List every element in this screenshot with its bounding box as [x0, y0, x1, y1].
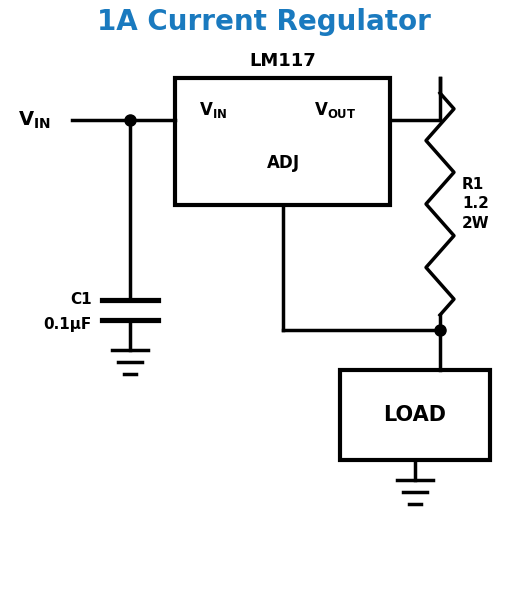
- Text: C1: C1: [70, 292, 92, 307]
- Text: $\mathbf{V_{IN}}$: $\mathbf{V_{IN}}$: [18, 110, 51, 131]
- Text: $\mathbf{V_{OUT}}$: $\mathbf{V_{OUT}}$: [314, 100, 356, 120]
- Text: $\mathbf{V_{IN}}$: $\mathbf{V_{IN}}$: [199, 100, 227, 120]
- Text: 1A Current Regulator: 1A Current Regulator: [97, 8, 431, 36]
- Bar: [175, 78, 390, 205]
- Text: R1
1.2
2W: R1 1.2 2W: [462, 176, 489, 231]
- Bar: [340, 370, 490, 460]
- Text: 0.1μF: 0.1μF: [44, 317, 92, 332]
- Text: LM117: LM117: [249, 52, 316, 70]
- Text: $\mathbf{ADJ}$: $\mathbf{ADJ}$: [266, 153, 299, 173]
- Text: LOAD: LOAD: [383, 405, 447, 425]
